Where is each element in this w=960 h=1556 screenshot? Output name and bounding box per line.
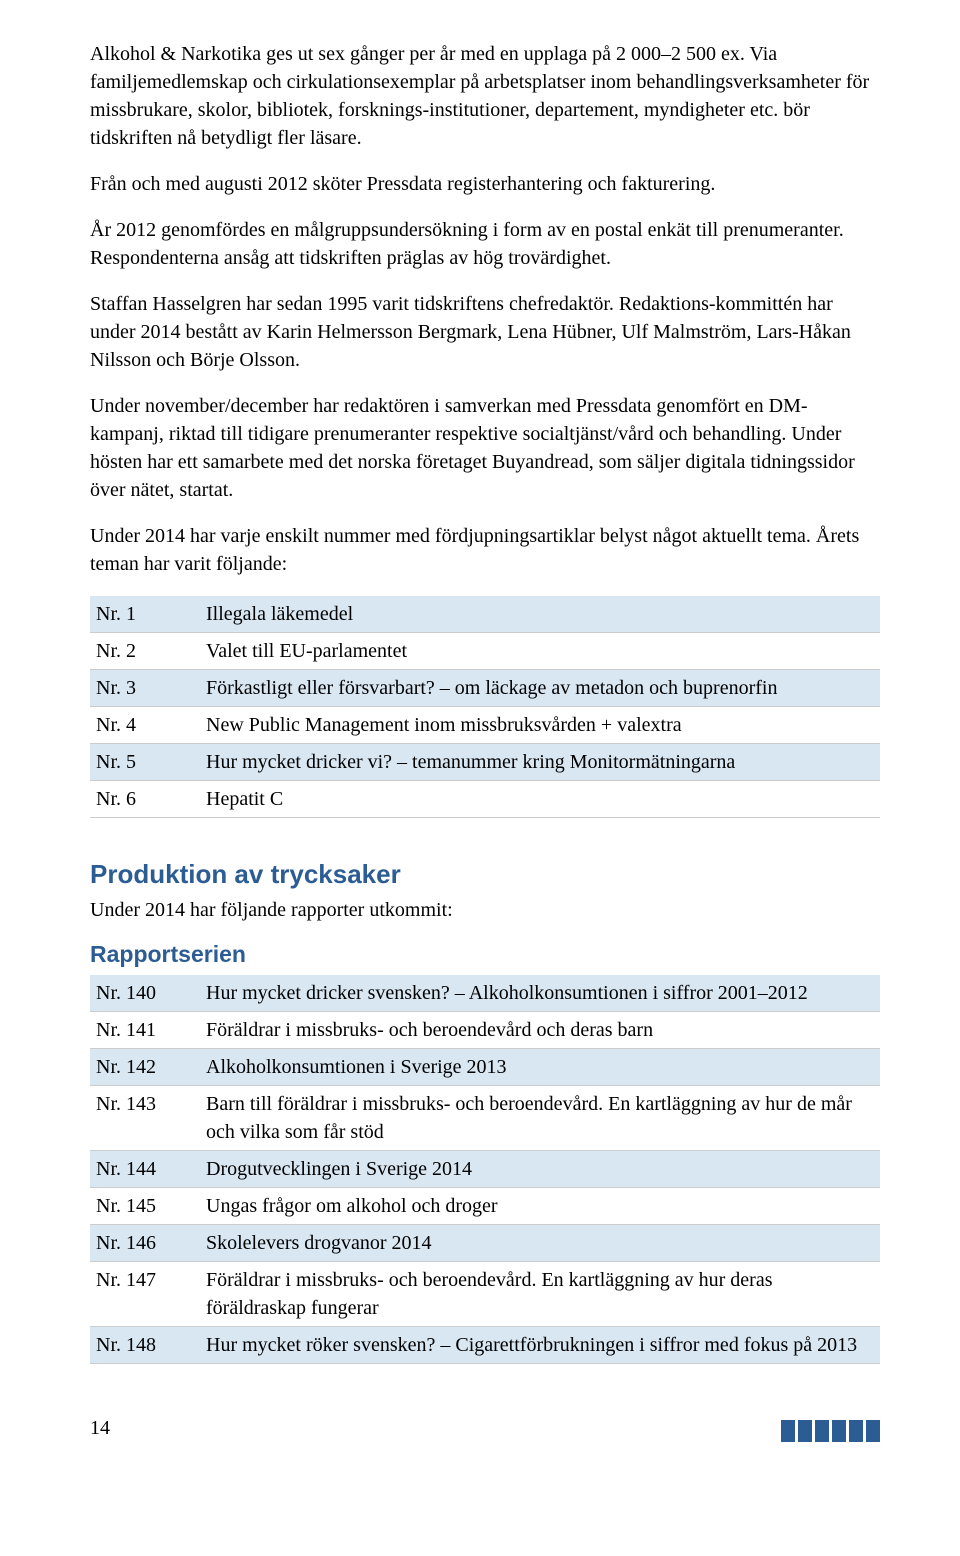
section-produktion-title: Produktion av trycksaker (90, 856, 880, 892)
table-row: Nr. 147Föräldrar i missbruks- och beroen… (90, 1261, 880, 1326)
para-3: År 2012 genomfördes en målgruppsundersök… (90, 216, 880, 272)
table-cell-text: Hepatit C (200, 781, 880, 818)
table-cell-text: New Public Management inom missbruksvård… (200, 707, 880, 744)
table-cell-nr: Nr. 144 (90, 1150, 200, 1187)
table-cell-text: Ungas frågor om alkohol och droger (200, 1187, 880, 1224)
table-cell-text: Illegala läkemedel (200, 596, 880, 633)
table-row: Nr. 143Barn till föräldrar i missbruks- … (90, 1085, 880, 1150)
table-cell-nr: Nr. 145 (90, 1187, 200, 1224)
table-cell-nr: Nr. 5 (90, 744, 200, 781)
section-produktion-intro: Under 2014 har följande rapporter utkomm… (90, 896, 880, 924)
table-row: Nr. 1Illegala läkemedel (90, 596, 880, 633)
themes-table: Nr. 1Illegala läkemedelNr. 2Valet till E… (90, 596, 880, 818)
table-row: Nr. 6Hepatit C (90, 781, 880, 818)
footer: 14 (90, 1414, 880, 1442)
table-cell-nr: Nr. 1 (90, 596, 200, 633)
logo-icon (781, 1420, 880, 1442)
table-cell-text: Föräldrar i missbruks- och beroendevård.… (200, 1261, 880, 1326)
table-row: Nr. 141Föräldrar i missbruks- och beroen… (90, 1011, 880, 1048)
table-cell-text: Hur mycket röker svensken? – Cigarettför… (200, 1326, 880, 1363)
para-4: Staffan Hasselgren har sedan 1995 varit … (90, 290, 880, 374)
table-cell-nr: Nr. 140 (90, 975, 200, 1012)
table-cell-nr: Nr. 146 (90, 1224, 200, 1261)
table-row: Nr. 146Skolelevers drogvanor 2014 (90, 1224, 880, 1261)
table-cell-nr: Nr. 143 (90, 1085, 200, 1150)
table-cell-text: Drogutvecklingen i Sverige 2014 (200, 1150, 880, 1187)
table-cell-nr: Nr. 6 (90, 781, 200, 818)
para-2: Från och med augusti 2012 sköter Pressda… (90, 170, 880, 198)
table-cell-nr: Nr. 148 (90, 1326, 200, 1363)
table-row: Nr. 3Förkastligt eller försvarbart? – om… (90, 670, 880, 707)
table-cell-nr: Nr. 142 (90, 1048, 200, 1085)
table-cell-text: Skolelevers drogvanor 2014 (200, 1224, 880, 1261)
table-row: Nr. 142Alkoholkonsumtionen i Sverige 201… (90, 1048, 880, 1085)
table-row: Nr. 145Ungas frågor om alkohol och droge… (90, 1187, 880, 1224)
table-cell-nr: Nr. 3 (90, 670, 200, 707)
table-cell-text: Barn till föräldrar i missbruks- och ber… (200, 1085, 880, 1150)
table-cell-text: Valet till EU-parlamentet (200, 633, 880, 670)
table-cell-text: Hur mycket dricker svensken? – Alkoholko… (200, 975, 880, 1012)
table-cell-nr: Nr. 4 (90, 707, 200, 744)
para-1: Alkohol & Narkotika ges ut sex gånger pe… (90, 40, 880, 152)
page-number: 14 (90, 1414, 110, 1442)
rapportserien-table: Nr. 140Hur mycket dricker svensken? – Al… (90, 975, 880, 1364)
table-cell-text: Föräldrar i missbruks- och beroendevård … (200, 1011, 880, 1048)
para-6: Under 2014 har varje enskilt nummer med … (90, 522, 880, 578)
table-cell-text: Alkoholkonsumtionen i Sverige 2013 (200, 1048, 880, 1085)
para-5: Under november/december har redaktören i… (90, 392, 880, 504)
table-row: Nr. 4New Public Management inom missbruk… (90, 707, 880, 744)
table-row: Nr. 140Hur mycket dricker svensken? – Al… (90, 975, 880, 1012)
table-cell-nr: Nr. 2 (90, 633, 200, 670)
table-cell-nr: Nr. 147 (90, 1261, 200, 1326)
table-row: Nr. 2Valet till EU-parlamentet (90, 633, 880, 670)
table-row: Nr. 144Drogutvecklingen i Sverige 2014 (90, 1150, 880, 1187)
table-cell-text: Förkastligt eller försvarbart? – om läck… (200, 670, 880, 707)
table-cell-text: Hur mycket dricker vi? – temanummer krin… (200, 744, 880, 781)
table-row: Nr. 148Hur mycket röker svensken? – Ciga… (90, 1326, 880, 1363)
table-row: Nr. 5Hur mycket dricker vi? – temanummer… (90, 744, 880, 781)
table-cell-nr: Nr. 141 (90, 1011, 200, 1048)
rapportserien-title: Rapportserien (90, 938, 880, 970)
